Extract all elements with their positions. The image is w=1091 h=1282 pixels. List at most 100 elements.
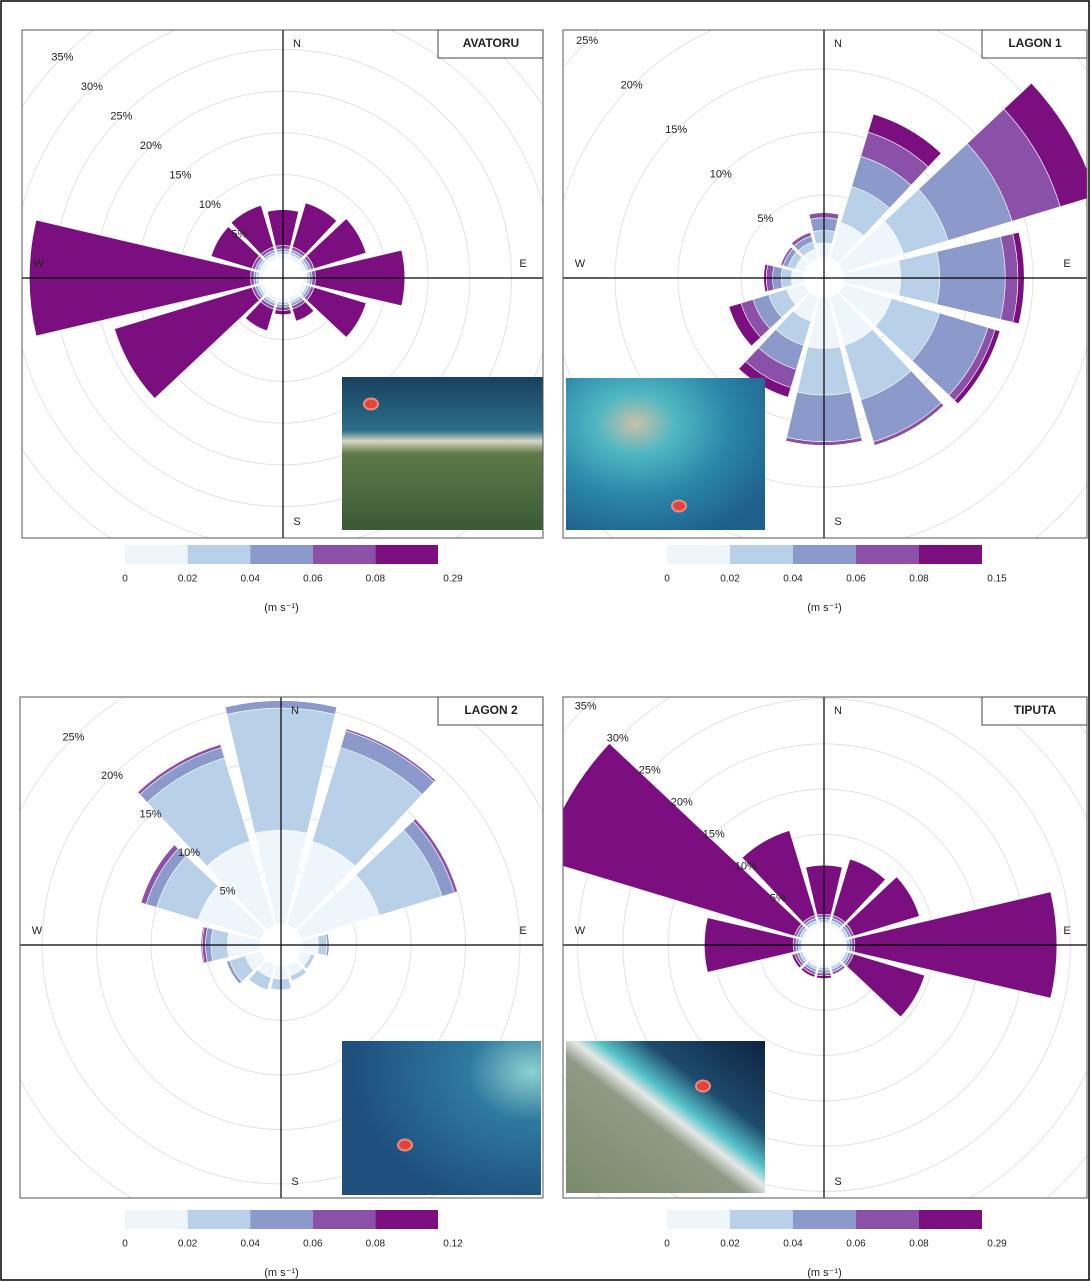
rose-segment: [306, 218, 367, 269]
rose-segment: [832, 858, 886, 923]
direction-label: E: [519, 925, 526, 937]
rose-segment: [832, 967, 846, 975]
site-marker: [397, 1138, 413, 1152]
rose-segment: [741, 830, 816, 923]
rose-segment: [114, 287, 260, 399]
r-tick-label: 35%: [51, 51, 73, 63]
rose-segment: [248, 979, 268, 991]
direction-label: E: [1063, 925, 1070, 937]
colorbar-tick-label: 0.08: [366, 1239, 386, 1250]
direction-label: W: [32, 925, 43, 937]
colorbar-tick-label: 0.29: [987, 1239, 1007, 1250]
colorbar-tick-label: 0.06: [303, 1239, 323, 1250]
direction-label: S: [291, 1176, 298, 1188]
colorbar-tick-label: 0.15: [987, 574, 1007, 585]
r-tick-label: 35%: [575, 701, 597, 713]
rose-segment: [200, 926, 205, 964]
panel-title: LAGON 1: [1008, 36, 1062, 50]
rose-segment: [210, 226, 260, 269]
r-tick-label: 25%: [62, 731, 84, 743]
rose-segment: [230, 204, 274, 255]
colorbar-tick-label: 0.06: [303, 574, 323, 585]
satellite-inset: [566, 378, 765, 530]
rose-segment: [563, 743, 802, 937]
direction-label: N: [293, 38, 301, 50]
rose-segment: [226, 961, 240, 985]
panel-title: LAGON 2: [464, 703, 518, 717]
colorbar-tick-label: 0.04: [783, 1239, 803, 1250]
rose-segment: [791, 232, 811, 244]
colorbar-tick-label: 0.08: [909, 1239, 929, 1250]
direction-label: E: [519, 258, 526, 270]
rose-segment: [953, 329, 1001, 405]
rose-segment: [140, 844, 175, 903]
r-tick-label: 10%: [199, 199, 221, 211]
rose-segment: [346, 728, 436, 781]
colorbar-tick-label: 0.04: [783, 574, 803, 585]
colorbar-tick-label: 0.02: [178, 1239, 198, 1250]
colorbar-cell: [730, 545, 793, 564]
panel-border: [562, 696, 1088, 1199]
colorbar-cell: [312, 1210, 376, 1229]
direction-label: S: [293, 516, 300, 528]
r-tick-label: 20%: [101, 770, 123, 782]
colorbar-cell: [187, 1210, 251, 1229]
direction-label: E: [1063, 258, 1070, 270]
colorbar-tick-label: 0.08: [366, 574, 386, 585]
rose-segment: [846, 876, 920, 937]
rose-segment: [728, 302, 762, 347]
panel-title: AVATORU: [463, 36, 519, 50]
satellite-inset: [566, 1041, 765, 1193]
r-tick-label: 10%: [710, 169, 732, 181]
title-box: [981, 29, 1088, 59]
r-tick-label: 5%: [220, 886, 236, 898]
direction-label: S: [834, 516, 841, 528]
colorbar-cell: [667, 1210, 730, 1229]
colorbar-tick-label: 0.12: [443, 1239, 463, 1250]
rose-plot: [20, 697, 543, 1198]
colorbar-cell: [793, 1210, 856, 1229]
colorbar-cell: [250, 1210, 313, 1229]
title-box: [981, 696, 1088, 726]
r-tick-label: 15%: [140, 808, 162, 820]
direction-label: W: [575, 925, 586, 937]
satellite-inset: [342, 1041, 541, 1195]
r-tick-label: 5%: [757, 213, 773, 225]
colorbar-unit: (m s⁻¹): [807, 1267, 842, 1279]
rose-segment: [791, 953, 802, 969]
colorbar-tick-label: 0.02: [178, 574, 198, 585]
colorbar-tick-label: 0.06: [846, 574, 866, 585]
site-marker: [695, 1079, 711, 1093]
colorbar-unit: (m s⁻¹): [807, 602, 842, 614]
r-tick-label: 25%: [639, 765, 661, 777]
colorbar-tick-label: 0.08: [909, 574, 929, 585]
panel-title: TIPUTA: [1014, 703, 1057, 717]
rose-segment: [292, 202, 338, 255]
r-tick-label: 5%: [231, 228, 247, 240]
r-tick-label: 10%: [735, 861, 757, 873]
rose-segment: [292, 301, 315, 322]
rose-segment: [846, 953, 926, 1018]
direction-label: N: [834, 705, 842, 717]
panel-border: [562, 29, 1088, 539]
r-tick-label: 25%: [576, 35, 598, 47]
r-tick-label: 20%: [140, 140, 162, 152]
colorbar-cell: [793, 545, 856, 564]
r-tick-label: 5%: [770, 893, 786, 905]
title-box: [437, 29, 544, 59]
rose-segment: [244, 301, 274, 332]
r-tick-label: 30%: [607, 733, 629, 745]
colorbar-tick-label: 0: [122, 1239, 128, 1250]
r-tick-label: 10%: [178, 847, 200, 859]
rose-segment: [874, 405, 944, 446]
colorbar-cell: [856, 1210, 919, 1229]
direction-label: W: [575, 258, 586, 270]
colorbar-cell: [250, 545, 313, 564]
direction-label: S: [834, 1176, 841, 1188]
rose-segment: [1003, 82, 1087, 208]
site-marker: [671, 499, 687, 513]
r-tick-label: 20%: [671, 797, 693, 809]
colorbar-cell: [375, 545, 438, 564]
